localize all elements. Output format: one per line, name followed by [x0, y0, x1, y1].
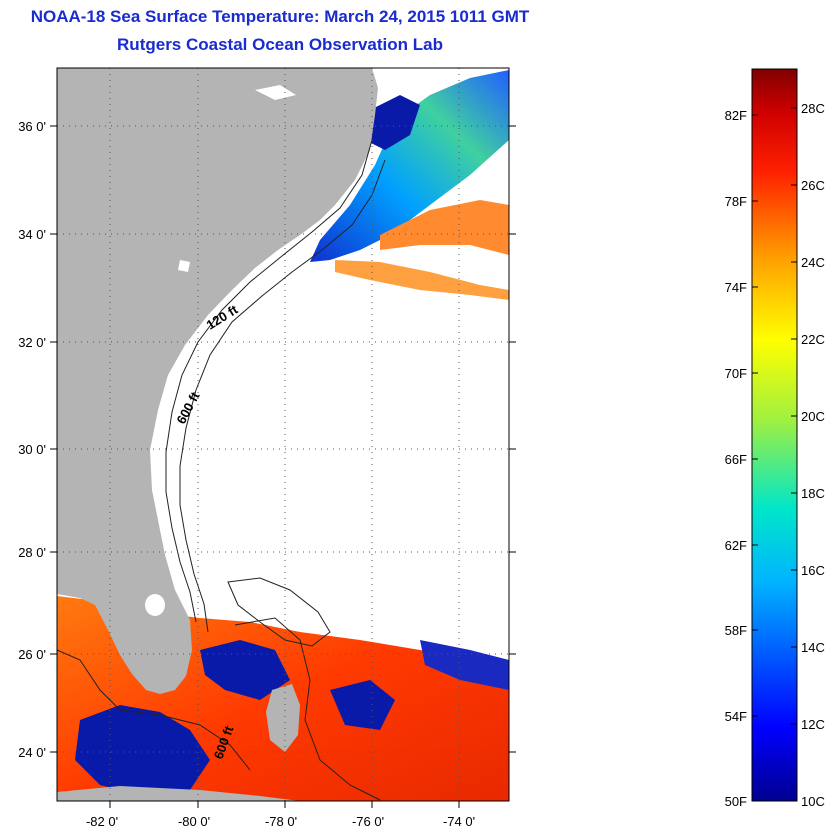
colorbar-label-14c: 14C — [801, 640, 825, 655]
colorbar-label-22c: 22C — [801, 332, 825, 347]
contour-600ft — [179, 159, 386, 633]
colorbar-label-24c: 24C — [801, 255, 825, 270]
map-title: NOAA-18 Sea Surface Temperature: March 2… — [30, 7, 530, 26]
island-cuba — [57, 786, 300, 801]
colorbar-label-12c: 12C — [801, 717, 825, 732]
colorbar-label-26c: 26C — [801, 178, 825, 193]
colorbar-label-66f: 66F — [725, 452, 747, 467]
lat-label-26: 26 0' — [18, 647, 46, 662]
colorbar-label-20c: 20C — [801, 409, 825, 424]
map-subtitle: Rutgers Coastal Ocean Observation Lab — [117, 35, 443, 54]
colorbar-ticks-f — [752, 114, 758, 717]
lat-label-34: 34 0' — [18, 227, 46, 242]
colorbar-ticks-c — [791, 107, 797, 725]
lon-label-82: -82 0' — [86, 814, 118, 829]
lake-okeechobee — [145, 594, 165, 616]
sst-cold-coastal — [365, 95, 420, 150]
lon-label-74: -74 0' — [443, 814, 475, 829]
colorbar-label-50f: 50F — [725, 794, 747, 809]
sst-cold-patch — [200, 640, 290, 700]
contour-bahamas — [227, 577, 331, 647]
lat-label-36: 36 0' — [18, 119, 46, 134]
land-mass — [57, 68, 378, 694]
colorbar-label-54f: 54F — [725, 709, 747, 724]
lat-label-28: 28 0' — [18, 545, 46, 560]
lon-label-78: -78 0' — [265, 814, 297, 829]
colorbar-label-78f: 78F — [725, 194, 747, 209]
lake — [255, 85, 296, 100]
contour-south — [57, 649, 251, 771]
island-andros — [266, 684, 300, 752]
colorbar — [751, 68, 798, 802]
colorbar-label-82f: 82F — [725, 108, 747, 123]
colorbar-label-62f: 62F — [725, 538, 747, 553]
lon-label-80: -80 0' — [178, 814, 210, 829]
colorbar-label-10c: 10C — [801, 794, 825, 809]
colorbar-label-16c: 16C — [801, 563, 825, 578]
lake — [178, 260, 190, 272]
map-ticks — [50, 125, 516, 808]
colorbar-label-70f: 70F — [725, 366, 747, 381]
sst-cold-patch — [420, 640, 509, 690]
sst-cold-patch — [330, 680, 395, 730]
map-gridlines — [57, 68, 509, 801]
lon-label-76: -76 0' — [352, 814, 384, 829]
contour-120ft — [165, 139, 373, 623]
colorbar-label-28c: 28C — [801, 101, 825, 116]
contour-bahamas — [234, 617, 381, 801]
sst-swath-south — [335, 260, 509, 300]
lat-label-30: 30 0' — [18, 442, 46, 457]
colorbar-label-18c: 18C — [801, 486, 825, 501]
sst-swath-mid — [380, 200, 509, 255]
lat-label-32: 32 0' — [18, 335, 46, 350]
map-frame — [56, 67, 510, 802]
colorbar-label-58f: 58F — [725, 623, 747, 638]
sst-cold-patch — [75, 705, 210, 795]
lat-label-24: 24 0' — [18, 745, 46, 760]
colorbar-label-74f: 74F — [725, 280, 747, 295]
